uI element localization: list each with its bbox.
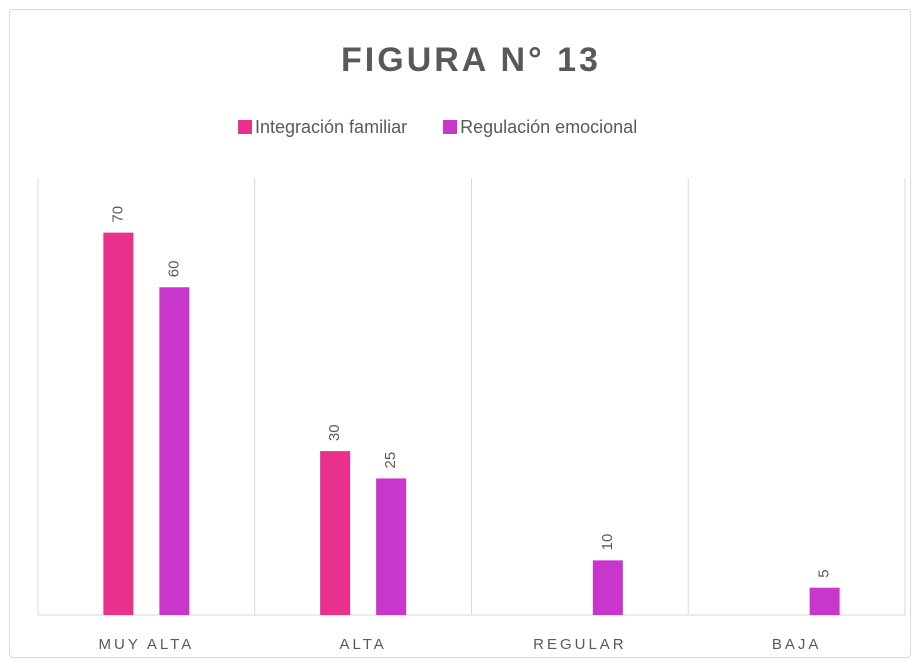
legend-label: Regulación emocional bbox=[460, 117, 637, 137]
bar bbox=[376, 478, 407, 615]
data-label: 25 bbox=[382, 452, 399, 469]
x-tick-label: MUY ALTA bbox=[99, 636, 195, 653]
bar bbox=[159, 287, 190, 615]
x-tick-label: BAJA bbox=[772, 636, 822, 653]
data-label: 60 bbox=[165, 261, 182, 278]
legend-label: Integración familiar bbox=[255, 117, 407, 137]
x-tick-label: REGULAR bbox=[533, 636, 627, 653]
data-label: 5 bbox=[816, 569, 833, 577]
bar bbox=[809, 587, 840, 615]
chart-border bbox=[9, 9, 911, 658]
chart-title: FIGURA N° 13 bbox=[341, 41, 601, 79]
bar bbox=[320, 451, 351, 615]
bar bbox=[592, 560, 623, 615]
legend-swatch bbox=[443, 120, 458, 134]
data-label: 70 bbox=[109, 206, 126, 223]
data-label: 10 bbox=[599, 534, 616, 551]
data-label: 30 bbox=[326, 424, 343, 441]
legend-swatch bbox=[238, 120, 252, 134]
x-tick-label: ALTA bbox=[339, 636, 386, 653]
bar bbox=[103, 232, 134, 615]
